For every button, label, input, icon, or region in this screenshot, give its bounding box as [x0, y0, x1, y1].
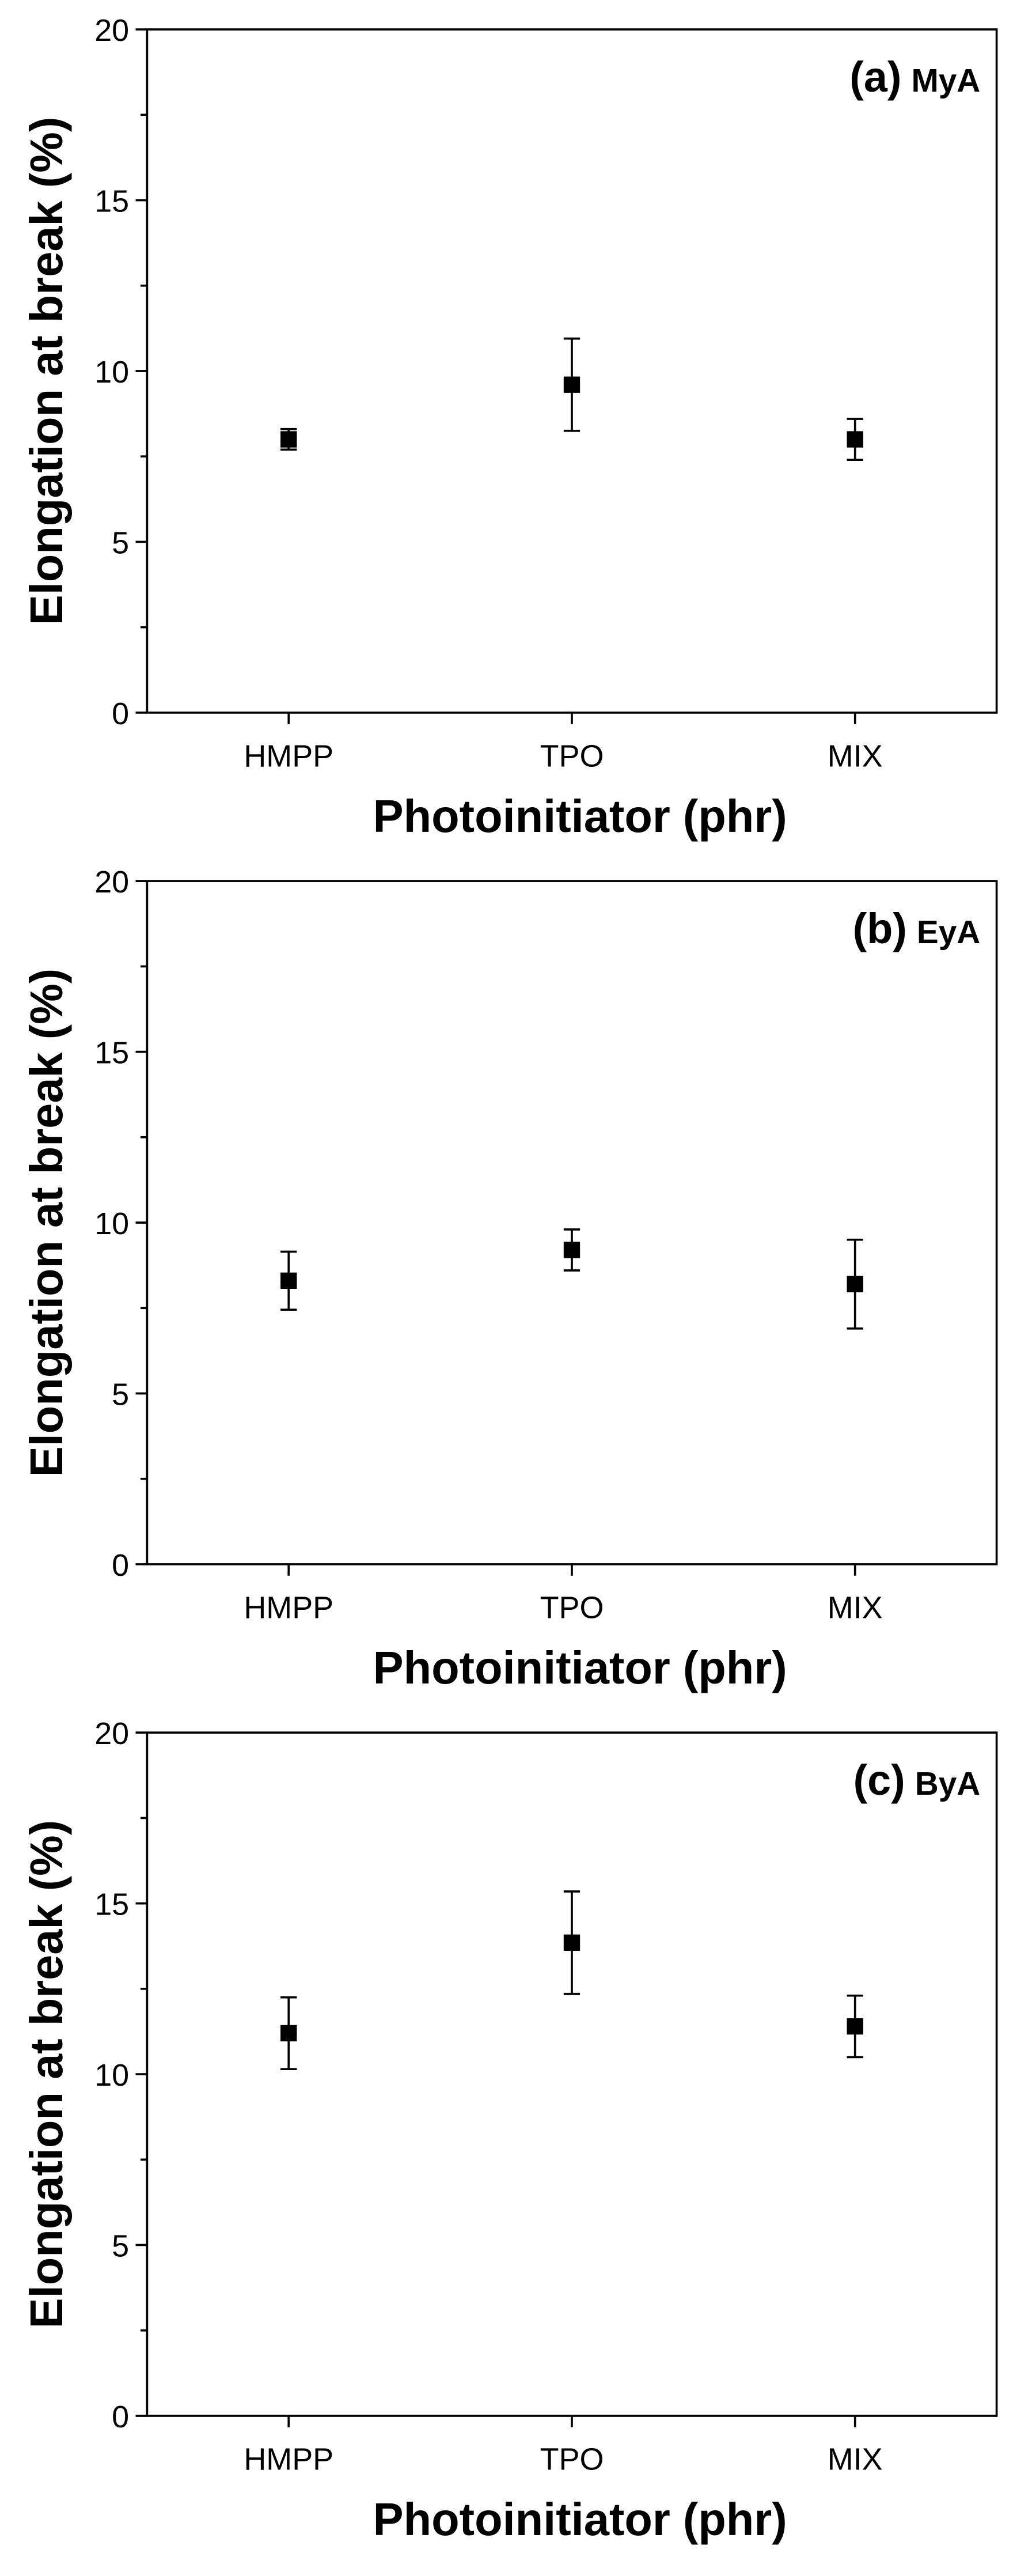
- marker: [280, 1272, 297, 1289]
- y-tick-label: 0: [112, 1548, 129, 1583]
- y-axis-label: Elongation at break (%): [21, 969, 72, 1477]
- y-axis-label: Elongation at break (%): [21, 1820, 72, 2329]
- y-tick-label: 0: [112, 697, 129, 731]
- x-tick-label: HMPP: [244, 739, 333, 774]
- marker: [847, 2018, 863, 2035]
- x-tick-label: MIX: [828, 1591, 883, 1625]
- x-tick-label: MIX: [828, 2442, 883, 2477]
- x-tick-label: HMPP: [244, 1591, 333, 1625]
- y-tick-label: 5: [112, 1377, 129, 1412]
- marker: [847, 431, 863, 448]
- y-tick-label: 20: [94, 13, 129, 48]
- sample-name: MyA: [911, 63, 980, 99]
- panel-annotation: (b) EyA: [853, 905, 981, 952]
- plot-frame: [146, 1731, 998, 2417]
- x-tick-label: HMPP: [244, 2442, 333, 2477]
- plot-frame: [146, 880, 998, 1565]
- panel-label: (a): [849, 53, 901, 101]
- marker: [563, 376, 581, 393]
- panel-annotation: (c) ByA: [853, 1756, 981, 1804]
- x-tick-label: TPO: [540, 739, 604, 774]
- panel-label: (c): [853, 1756, 905, 1804]
- x-axis-label: Photoinitiator (phr): [373, 2494, 787, 2545]
- panel-annotation: (a) MyA: [849, 53, 980, 101]
- x-tick-label: TPO: [540, 1591, 604, 1625]
- x-axis-label: Photoinitiator (phr): [373, 1642, 787, 1693]
- y-axis-label: Elongation at break (%): [21, 117, 72, 626]
- y-tick-label: 20: [94, 865, 129, 899]
- y-tick-label: 15: [94, 1887, 129, 1921]
- y-tick-label: 5: [112, 525, 129, 560]
- y-tick-label: 10: [94, 1206, 129, 1241]
- y-tick-label: 10: [94, 2058, 129, 2093]
- y-tick-label: 0: [112, 2400, 129, 2434]
- sample-name: EyA: [917, 914, 980, 951]
- marker: [563, 1934, 581, 1951]
- sample-name: ByA: [915, 1766, 980, 1802]
- x-tick-label: TPO: [540, 2442, 604, 2477]
- y-tick-label: 20: [94, 1716, 129, 1751]
- x-axis-label: Photoinitiator (phr): [373, 790, 787, 842]
- y-tick-label: 5: [112, 2229, 129, 2263]
- y-tick-label: 15: [94, 184, 129, 218]
- marker: [280, 2025, 297, 2042]
- x-tick-label: MIX: [828, 739, 883, 774]
- marker: [280, 431, 297, 448]
- panel-label: (b): [853, 905, 907, 952]
- y-tick-label: 10: [94, 355, 129, 389]
- marker: [563, 1242, 581, 1258]
- marker: [847, 1276, 863, 1292]
- y-tick-label: 15: [94, 1035, 129, 1070]
